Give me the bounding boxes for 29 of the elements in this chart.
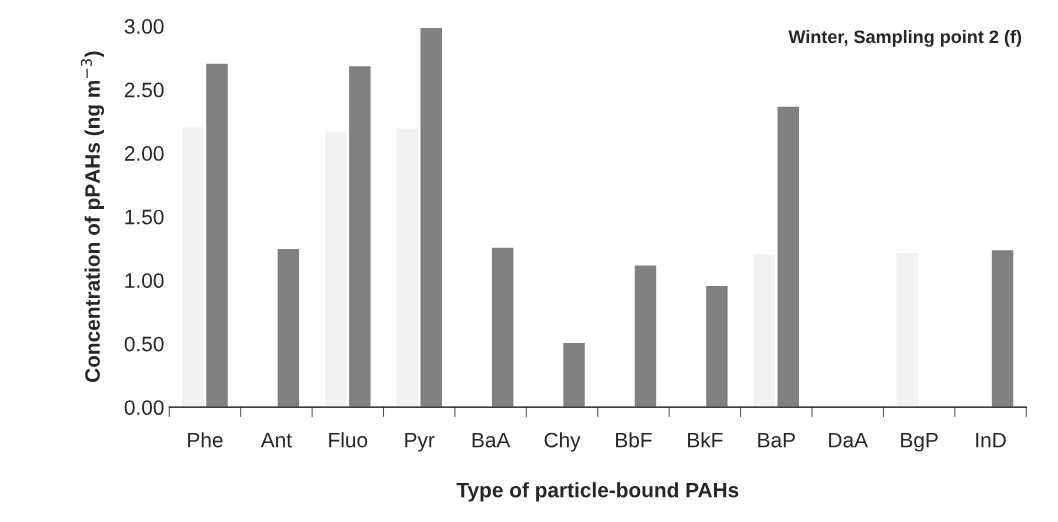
y-tick-label: 0.00 (124, 400, 164, 415)
bar (490, 246, 515, 408)
y-tick-label: 2.00 (124, 146, 164, 161)
x-tick-label: Ant (260, 432, 292, 448)
x-tick-label: Pyr (405, 432, 435, 452)
x-tick-label: DaA (829, 432, 868, 448)
x-axis-title: Type of particle-bound PAHs (456, 482, 739, 502)
y-tick-label: 1.50 (125, 209, 164, 225)
x-tick-label: Phe (188, 432, 223, 448)
x-tick-label: BkF (688, 432, 723, 448)
y-tick-label: 3.00 (124, 19, 164, 34)
x-tick-label: BgP (901, 432, 938, 452)
x-tick-label: BaP (758, 432, 795, 448)
bar (276, 247, 301, 408)
y-tick-label: 1.00 (125, 273, 164, 288)
y-tick-label: 2.50 (124, 82, 164, 98)
y-axis-title: Concentration of pPAHs (ng m$^{−3}$) (80, 51, 105, 383)
x-tick-label: InD (976, 432, 1006, 448)
x-tick-label: Fluo (329, 432, 368, 448)
bar (704, 284, 730, 408)
bar (895, 251, 920, 408)
y-tick-label: 0.50 (124, 336, 164, 352)
bar (990, 248, 1015, 408)
annotation: Winter, Sampling point 2 (f) (788, 29, 1022, 47)
bar (561, 341, 587, 408)
bar (633, 264, 658, 408)
x-tick-label: Chy (544, 432, 581, 452)
x-tick-label: BbF (616, 432, 652, 448)
x-tick-label: BaA (472, 432, 511, 448)
